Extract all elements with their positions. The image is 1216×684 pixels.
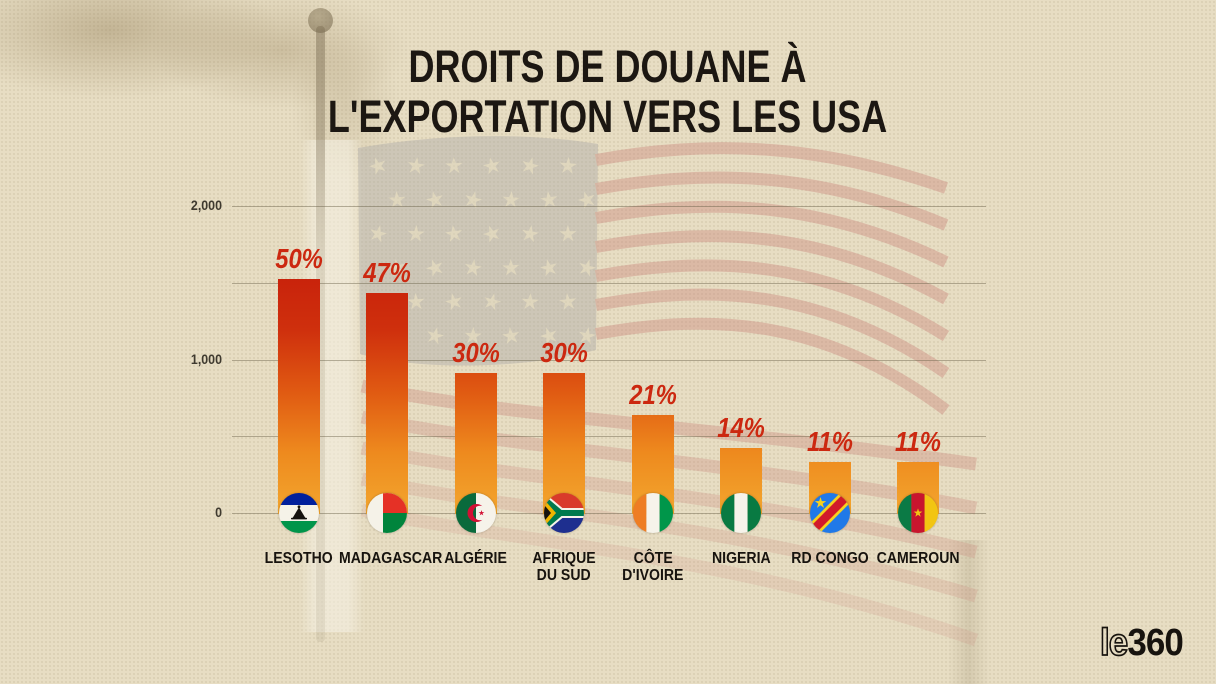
gridline-1000 <box>232 360 986 361</box>
bar-country-label-algerie: ALGÉRIE <box>444 550 508 567</box>
bar-value-label-nigeria: 14% <box>717 412 765 443</box>
bar-country-label-afrique-du-sud: AFRIQUE DU SUD <box>532 550 596 584</box>
cote-divoire-flag-icon <box>633 493 673 533</box>
bar-value-label-cameroun: 11% <box>895 426 941 457</box>
bar-value-label-madagascar: 47% <box>363 257 411 288</box>
gridline-500 <box>232 436 986 437</box>
us-flag-background <box>358 136 979 647</box>
afrique-du-sud-flag-icon <box>544 493 584 533</box>
bar-value-label-cote-divoire: 21% <box>629 379 677 410</box>
chart-title-line1: DROITS DE DOUANE À <box>408 41 807 92</box>
logo-360-text: 360 <box>1127 622 1183 664</box>
flagpole-ball-icon <box>308 8 333 33</box>
bar-value-label-rd-congo: 11% <box>807 426 853 457</box>
bar-country-label-cote-divoire: CÔTE D'IVOIRE <box>622 550 684 584</box>
bar-algerie <box>455 373 497 514</box>
lesotho-flag-icon <box>279 493 319 533</box>
cameroun-flag-icon <box>898 493 938 533</box>
chart-title: DROITS DE DOUANE À L'EXPORTATION VERS LE… <box>0 42 1216 142</box>
madagascar-flag-icon <box>367 493 407 533</box>
bar-value-label-algerie: 30% <box>452 337 500 368</box>
bar-country-label-nigeria: NIGERIA <box>711 550 771 567</box>
y-axis-tick-2000: 2,000 <box>190 198 222 213</box>
chart-title-line2: L'EXPORTATION VERS LES USA <box>328 91 888 142</box>
logo-le-text: le <box>1099 621 1129 665</box>
gridline-0 <box>232 513 986 514</box>
bar-madagascar <box>366 293 408 514</box>
bar-value-label-lesotho: 50% <box>275 243 323 274</box>
y-axis-tick-0: 0 <box>215 505 222 520</box>
le360-logo: le360 <box>1099 621 1190 665</box>
bar-country-label-cameroun: CAMEROUN <box>876 550 960 567</box>
bar-afrique-du-sud <box>543 373 585 514</box>
bar-lesotho <box>278 279 320 514</box>
bar-country-label-rd-congo: RD CONGO <box>791 550 869 567</box>
algerie-flag-icon <box>456 493 496 533</box>
bar-country-label-lesotho: LESOTHO <box>264 550 334 567</box>
y-axis-tick-1000: 1,000 <box>190 352 222 367</box>
nigeria-flag-icon <box>721 493 761 533</box>
bar-value-label-afrique-du-sud: 30% <box>540 337 588 368</box>
rd-congo-flag-icon <box>810 493 850 533</box>
gridline-1500 <box>232 283 986 284</box>
bar-country-label-madagascar: MADAGASCAR <box>339 550 443 567</box>
gridline-2000 <box>232 206 986 207</box>
flagpole <box>316 26 325 642</box>
